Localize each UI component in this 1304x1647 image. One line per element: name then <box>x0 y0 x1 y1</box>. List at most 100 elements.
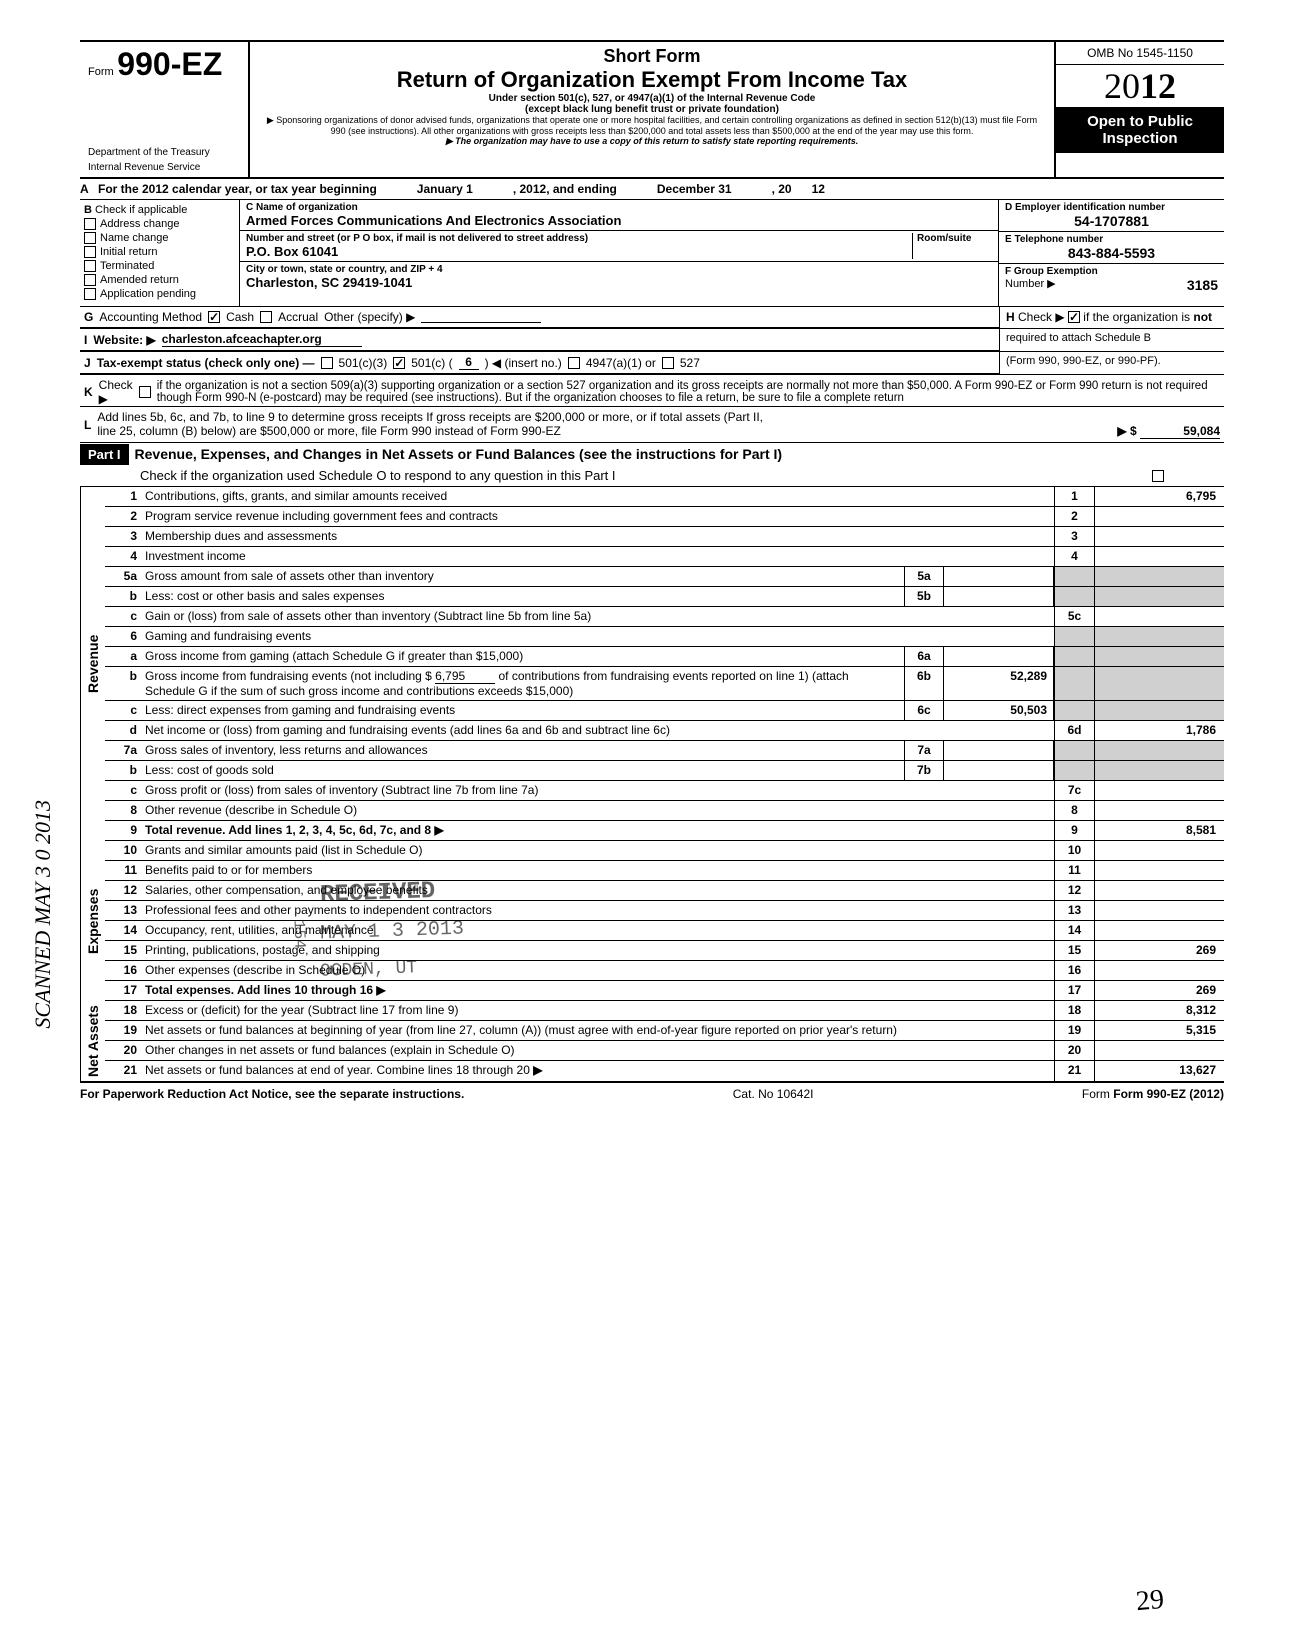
i-text: Website: ▶ <box>93 333 155 347</box>
row-rn <box>1054 667 1094 700</box>
chk-accrual[interactable] <box>260 311 272 323</box>
row-rv <box>1094 527 1224 546</box>
opt-4947: 4947(a)(1) or <box>586 356 656 370</box>
chk-name-change[interactable]: Name change <box>84 232 235 244</box>
a-val3: 12 <box>812 182 825 196</box>
label-g: G <box>84 310 93 324</box>
row-rn: 4 <box>1054 547 1094 566</box>
row-rn <box>1054 567 1094 586</box>
a-text3: , 20 <box>772 182 792 196</box>
org-name: Armed Forces Communications And Electron… <box>246 213 992 228</box>
row-rv <box>1094 841 1224 860</box>
arrow-icon: ▶ <box>376 983 385 997</box>
k-text: Check ▶ <box>99 378 133 406</box>
inline-num: 7b <box>904 761 944 780</box>
revenue-section: Revenue 1Contributions, gifts, grants, a… <box>80 487 1224 841</box>
phone-label: E Telephone number <box>1005 234 1218 245</box>
row-rn <box>1054 741 1094 760</box>
line-l: L Add lines 5b, 6c, and 7b, to line 9 to… <box>80 406 1224 443</box>
line-k: K Check ▶ if the organization is not a s… <box>80 375 1224 406</box>
footer-right: Form Form 990-EZ (2012) <box>1082 1087 1224 1101</box>
row-desc: Gain or (loss) from sale of assets other… <box>141 607 1054 626</box>
revenue-table: 1Contributions, gifts, grants, and simil… <box>105 487 1224 841</box>
opt-501c-val: 6 <box>459 355 479 370</box>
chk-terminated[interactable]: Terminated <box>84 260 235 272</box>
name-label: C Name of organization <box>246 202 992 213</box>
opt-501c3: 501(c)(3) <box>339 356 388 370</box>
open-line1: Open to Public <box>1060 113 1220 130</box>
chk-amended[interactable]: Amended return <box>84 274 235 286</box>
row-rv <box>1094 901 1224 920</box>
row-rn: 1 <box>1054 487 1094 506</box>
opt-cash: Cash <box>226 310 254 324</box>
row-rn: 9 <box>1054 821 1094 840</box>
chk-address-change[interactable]: Address change <box>84 218 235 230</box>
row-rv <box>1094 701 1224 720</box>
row-rn: 3 <box>1054 527 1094 546</box>
h-text2: if the organization is <box>1083 310 1190 324</box>
row-desc: Grants and similar amounts paid (list in… <box>141 841 1054 860</box>
side-netassets: Net Assets <box>80 1001 105 1081</box>
label-k: K <box>84 385 93 399</box>
row-desc: Printing, publications, postage, and shi… <box>141 941 1054 960</box>
checkbox-icon <box>84 288 96 300</box>
row-rn: 8 <box>1054 801 1094 820</box>
opt-527: 527 <box>680 356 700 370</box>
row-8: 8Other revenue (describe in Schedule O)8 <box>105 801 1224 821</box>
chk-k[interactable] <box>139 386 151 398</box>
chk-initial-return[interactable]: Initial return <box>84 246 235 258</box>
row-rn: 14 <box>1054 921 1094 940</box>
row-3: 3Membership dues and assessments3 <box>105 527 1224 547</box>
phone-row: E Telephone number 843-884-5593 <box>999 232 1224 264</box>
inline-num: 6a <box>904 647 944 666</box>
row-17: 17Total expenses. Add lines 10 through 1… <box>105 981 1224 1001</box>
chk-501c3[interactable] <box>321 357 333 369</box>
chk-501c[interactable] <box>393 357 405 369</box>
row-rv <box>1094 761 1224 780</box>
row-21: 21Net assets or fund balances at end of … <box>105 1061 1224 1081</box>
row-rn: 19 <box>1054 1021 1094 1040</box>
inline-num: 6c <box>904 701 944 720</box>
subtitle-2: (except black lung benefit trust or priv… <box>260 104 1044 115</box>
addr-label: Number and street (or P O box, if mail i… <box>246 233 912 244</box>
city-label: City or town, state or country, and ZIP … <box>246 264 992 275</box>
chk-part1[interactable] <box>1152 470 1164 482</box>
row-num: 7a <box>105 741 141 760</box>
row-num: 2 <box>105 507 141 526</box>
website-value: charleston.afceachapter.org <box>162 332 362 347</box>
h-text3: not <box>1193 310 1212 324</box>
row-rn: 20 <box>1054 1041 1094 1060</box>
chk-4947[interactable] <box>568 357 580 369</box>
group-value: 3185 <box>1187 277 1218 293</box>
row-2: 2Program service revenue including gover… <box>105 507 1224 527</box>
chk-cash[interactable] <box>208 311 220 323</box>
row-desc: Net assets or fund balances at beginning… <box>141 1021 1054 1040</box>
row-num: b <box>105 587 141 606</box>
row-desc: Occupancy, rent, utilities, and maintena… <box>141 921 1054 940</box>
chk-527[interactable] <box>662 357 674 369</box>
row-rn <box>1054 627 1094 646</box>
row-rv <box>1094 587 1224 606</box>
row-6c: cLess: direct expenses from gaming and f… <box>105 701 1224 721</box>
main-info-row: B Check if applicable Address change Nam… <box>80 200 1224 307</box>
h-text: Check ▶ <box>1018 310 1065 324</box>
opt-501c-a: 501(c) ( <box>411 356 452 370</box>
chk-label: Terminated <box>100 260 154 272</box>
row-desc: Total revenue. Add lines 1, 2, 3, 4, 5c,… <box>141 821 1054 840</box>
phone-value: 843-884-5593 <box>1005 245 1218 261</box>
other-blank[interactable] <box>421 311 541 323</box>
row-rn <box>1054 701 1094 720</box>
row-num: c <box>105 607 141 626</box>
row-rn: 11 <box>1054 861 1094 880</box>
city-row: City or town, state or country, and ZIP … <box>240 262 998 292</box>
row-13: 13Professional fees and other payments t… <box>105 901 1224 921</box>
chk-schedule-b[interactable] <box>1068 311 1080 323</box>
row-rn: 12 <box>1054 881 1094 900</box>
chk-application-pending[interactable]: Application pending <box>84 288 235 300</box>
org-addr: P.O. Box 61041 <box>246 244 912 259</box>
row-6: 6Gaming and fundraising events <box>105 627 1224 647</box>
row-rv <box>1094 781 1224 800</box>
row-num: c <box>105 701 141 720</box>
row-num: b <box>105 761 141 780</box>
row-desc: Other changes in net assets or fund bala… <box>141 1041 1054 1060</box>
